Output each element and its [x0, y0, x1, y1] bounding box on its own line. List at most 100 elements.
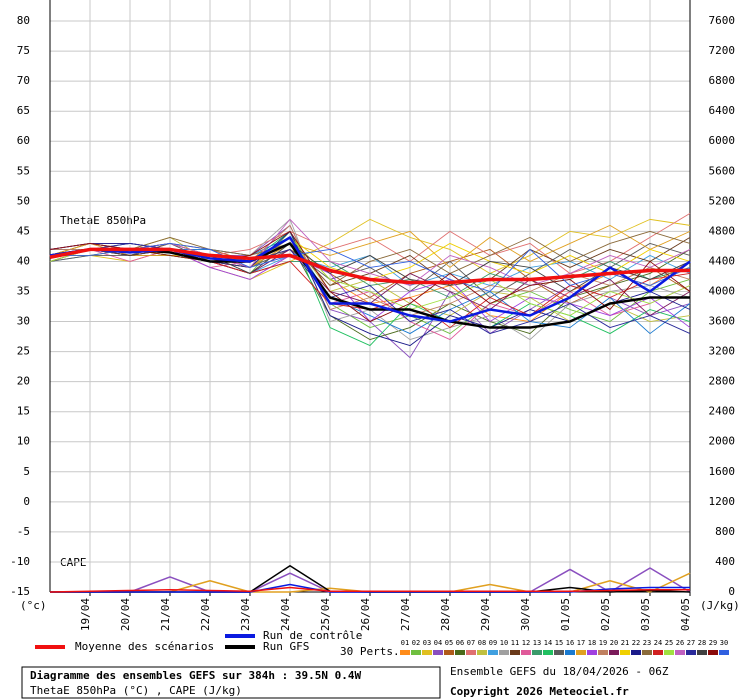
- legend-label: 13: [533, 639, 541, 647]
- y2-tick-label: 3200: [709, 345, 736, 358]
- legend-label: 11: [511, 639, 519, 647]
- y2-tick-label: 1200: [709, 495, 736, 508]
- legend-swatch: [466, 650, 476, 655]
- legend-label: 07: [467, 639, 475, 647]
- y-unit: (°c): [20, 599, 47, 612]
- y2-tick-label: 1600: [709, 465, 736, 478]
- y-tick-label: 5: [23, 465, 30, 478]
- y-tick-label: 60: [17, 134, 30, 147]
- legend-label: 27: [687, 639, 695, 647]
- x-tick-label: 24/04: [279, 598, 292, 631]
- legend-swatch: [422, 650, 432, 655]
- legend-swatch: [444, 650, 454, 655]
- legend-swatch: [411, 650, 421, 655]
- y2-tick-label: 400: [715, 555, 735, 568]
- legend-label: 26: [676, 639, 684, 647]
- y-tick-label: -10: [10, 555, 30, 568]
- legend-label: 25: [665, 639, 673, 647]
- x-tick-label: 04/05: [679, 598, 692, 631]
- legend-label: 04: [434, 639, 442, 647]
- legend-swatch: [609, 650, 619, 655]
- legend-swatch: [576, 650, 586, 655]
- legend-label: Run GFS: [263, 640, 309, 653]
- legend-swatch: [675, 650, 685, 655]
- y-tick-label: 75: [17, 44, 30, 57]
- x-tick-label: 03/05: [639, 598, 652, 631]
- legend-label: 21: [621, 639, 629, 647]
- y-tick-label: 80: [17, 14, 30, 27]
- y-tick-label: 50: [17, 194, 30, 207]
- legend-label: 10: [500, 639, 508, 647]
- legend-label: 19: [599, 639, 607, 647]
- legend-label: 24: [654, 639, 662, 647]
- series-line: [49, 224, 691, 268]
- legend-label: 05: [445, 639, 453, 647]
- y2-unit: (J/kg): [700, 599, 740, 612]
- legend-label: 17: [577, 639, 585, 647]
- legend-swatch: [620, 650, 630, 655]
- x-tick-label: 19/04: [79, 598, 92, 631]
- y-tick-label: 10: [17, 435, 30, 448]
- legend-swatch: [719, 650, 729, 655]
- series-line: [49, 242, 691, 335]
- legend-swatch: [598, 650, 608, 655]
- legend-label: Run de contrôle: [263, 629, 362, 642]
- series-line: [49, 586, 690, 593]
- y2-tick-label: 0: [728, 585, 735, 598]
- legend-label: 09: [489, 639, 497, 647]
- legend-swatch: [697, 650, 707, 655]
- footer-copyright: Copyright 2026 Meteociel.fr: [450, 685, 629, 698]
- legend-label: 03: [423, 639, 431, 647]
- legend-swatch: [455, 650, 465, 655]
- legend-swatch: [499, 650, 509, 655]
- y-tick-label: -5: [17, 525, 30, 538]
- legend-swatch: [521, 650, 531, 655]
- x-tick-label: 22/04: [199, 598, 212, 631]
- legend-swatch: [708, 650, 718, 655]
- y2-tick-label: 6400: [709, 104, 736, 117]
- legend-label: 08: [478, 639, 486, 647]
- y2-tick-label: 4000: [709, 284, 736, 297]
- series-line: [49, 230, 691, 286]
- y-tick-label: 0: [23, 495, 30, 508]
- legend-label: 01: [401, 639, 409, 647]
- legend-swatch: [664, 650, 674, 655]
- legend-label: 12: [522, 639, 530, 647]
- legend-swatch: [400, 650, 410, 655]
- x-tick-label: 23/04: [239, 598, 252, 631]
- legend-label: 29: [709, 639, 717, 647]
- series-line: [49, 247, 690, 285]
- legend-label: 02: [412, 639, 420, 647]
- y-tick-label: 30: [17, 315, 30, 328]
- legend-label: Moyenne des scénarios: [75, 640, 214, 653]
- legend-swatch: [565, 650, 575, 655]
- legend-label: 16: [566, 639, 574, 647]
- y-tick-label: -15: [10, 585, 30, 598]
- y-tick-label: 35: [17, 284, 30, 297]
- x-tick-label: 28/04: [439, 598, 452, 631]
- cape-label: CAPE: [60, 556, 87, 569]
- footer-subtitle: ThetaE 850hPa (°C) , CAPE (J/kg): [30, 684, 242, 697]
- y2-tick-label: 4800: [709, 224, 736, 237]
- y2-tick-label: 2400: [709, 405, 736, 418]
- x-tick-label: 30/04: [519, 598, 532, 631]
- x-tick-label: 20/04: [119, 598, 132, 631]
- legend-swatch: [587, 650, 597, 655]
- legend-swatch: [433, 650, 443, 655]
- legend-label: 06: [456, 639, 464, 647]
- legend-label: 20: [610, 639, 618, 647]
- legend-label: 28: [698, 639, 706, 647]
- legend-swatch: [554, 650, 564, 655]
- legend-label: 22: [632, 639, 640, 647]
- legend-swatch: [686, 650, 696, 655]
- legend-swatch: [642, 650, 652, 655]
- footer-title: Diagramme des ensembles GEFS sur 384h : …: [30, 669, 362, 682]
- legend-swatch: [488, 650, 498, 655]
- y2-tick-label: 7600: [709, 14, 736, 27]
- legend-label: 30: [720, 639, 728, 647]
- y2-tick-label: 3600: [709, 315, 736, 328]
- x-tick-label: 25/04: [319, 598, 332, 631]
- x-tick-label: 02/05: [599, 598, 612, 631]
- legend-swatch: [510, 650, 520, 655]
- legend-label: 15: [555, 639, 563, 647]
